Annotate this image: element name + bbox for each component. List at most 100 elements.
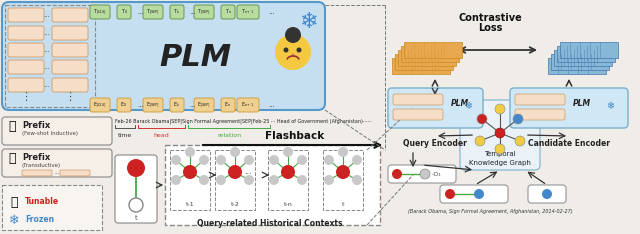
- Circle shape: [183, 165, 197, 179]
- Circle shape: [171, 155, 181, 165]
- Circle shape: [324, 175, 334, 185]
- Circle shape: [495, 104, 505, 114]
- Text: PLM: PLM: [573, 99, 591, 107]
- Circle shape: [297, 175, 307, 185]
- Text: E$_{[CLS]}$: E$_{[CLS]}$: [93, 100, 107, 110]
- Circle shape: [216, 155, 226, 165]
- FancyBboxPatch shape: [22, 170, 52, 176]
- Text: time: time: [118, 133, 132, 138]
- FancyBboxPatch shape: [90, 5, 110, 19]
- Circle shape: [244, 155, 254, 165]
- Text: E$_{[SEP]}$: E$_{[SEP]}$: [146, 100, 160, 110]
- Text: PLM: PLM: [451, 99, 469, 107]
- Bar: [268, 150, 308, 210]
- Text: 🔥: 🔥: [10, 197, 18, 209]
- Text: t-1: t-1: [186, 202, 195, 208]
- Text: Feb-26 Barack Obama|SEP|Sign Formal Agreement|SEP|Feb-25 ··· Head of Government : Feb-26 Barack Obama|SEP|Sign Formal Agre…: [115, 118, 372, 124]
- Bar: [2, 185, 102, 230]
- Text: E$_n$: E$_n$: [225, 101, 232, 110]
- Text: ⋮: ⋮: [20, 92, 31, 102]
- Text: ⋮: ⋮: [65, 92, 76, 102]
- Text: relation: relation: [217, 133, 241, 138]
- Circle shape: [495, 144, 505, 154]
- Circle shape: [129, 198, 143, 212]
- Text: T$_k$: T$_k$: [173, 7, 180, 16]
- Text: Flashback: Flashback: [266, 131, 324, 141]
- FancyBboxPatch shape: [170, 5, 184, 19]
- FancyBboxPatch shape: [237, 98, 259, 112]
- Text: Frozen: Frozen: [25, 215, 54, 223]
- Text: ❄: ❄: [9, 213, 19, 227]
- Text: ❄: ❄: [606, 101, 614, 111]
- Circle shape: [275, 34, 311, 70]
- Text: E$_{n+1}$: E$_{n+1}$: [241, 101, 255, 110]
- Text: head: head: [153, 133, 169, 138]
- Bar: [554, 50, 612, 66]
- FancyBboxPatch shape: [52, 43, 88, 57]
- Circle shape: [420, 169, 430, 179]
- Text: PLM: PLM: [159, 43, 231, 72]
- Circle shape: [445, 189, 455, 199]
- Bar: [395, 54, 453, 70]
- Text: Tunable: Tunable: [25, 197, 59, 206]
- Circle shape: [291, 54, 294, 56]
- Circle shape: [127, 159, 145, 177]
- Text: ...: ...: [269, 9, 275, 15]
- Circle shape: [324, 155, 334, 165]
- Circle shape: [474, 189, 484, 199]
- Text: ...: ...: [44, 12, 51, 18]
- FancyBboxPatch shape: [52, 8, 88, 22]
- Circle shape: [542, 189, 552, 199]
- Circle shape: [336, 165, 350, 179]
- Circle shape: [185, 147, 195, 157]
- Circle shape: [244, 175, 254, 185]
- Text: t: t: [134, 215, 138, 221]
- Circle shape: [495, 128, 505, 138]
- FancyBboxPatch shape: [143, 98, 163, 112]
- Text: ...: ...: [138, 9, 145, 15]
- Bar: [215, 150, 255, 210]
- FancyBboxPatch shape: [115, 155, 157, 223]
- Circle shape: [352, 155, 362, 165]
- Text: E$_0$: E$_0$: [120, 101, 127, 110]
- FancyBboxPatch shape: [60, 170, 90, 176]
- Text: T$_{[SEP]}$: T$_{[SEP]}$: [197, 7, 211, 17]
- FancyBboxPatch shape: [460, 100, 540, 170]
- Text: Candidate Encoder: Candidate Encoder: [528, 139, 610, 148]
- FancyBboxPatch shape: [2, 149, 112, 177]
- Bar: [551, 54, 609, 70]
- Bar: [5, 5, 95, 107]
- FancyBboxPatch shape: [237, 5, 259, 19]
- Text: T$_{n+1}$: T$_{n+1}$: [241, 7, 255, 16]
- Text: Prefix: Prefix: [22, 153, 51, 161]
- Bar: [557, 46, 615, 62]
- FancyBboxPatch shape: [194, 5, 214, 19]
- Text: ...: ...: [189, 9, 196, 15]
- Bar: [392, 58, 450, 74]
- Circle shape: [338, 147, 348, 157]
- FancyBboxPatch shape: [52, 78, 88, 92]
- Text: t: t: [342, 202, 344, 208]
- FancyBboxPatch shape: [2, 2, 325, 110]
- Text: ...: ...: [269, 102, 275, 108]
- Text: ...: ...: [44, 47, 51, 53]
- FancyBboxPatch shape: [388, 165, 456, 183]
- FancyBboxPatch shape: [515, 94, 565, 105]
- Circle shape: [392, 169, 402, 179]
- Text: E$_k$: E$_k$: [173, 101, 180, 110]
- FancyBboxPatch shape: [8, 43, 44, 57]
- Bar: [398, 50, 456, 66]
- Circle shape: [285, 27, 301, 43]
- Text: ...: ...: [44, 64, 51, 70]
- Circle shape: [515, 136, 525, 146]
- Bar: [404, 42, 462, 58]
- Circle shape: [283, 147, 293, 157]
- Circle shape: [269, 175, 279, 185]
- FancyBboxPatch shape: [117, 98, 131, 112]
- FancyBboxPatch shape: [221, 5, 235, 19]
- Text: ...: ...: [44, 82, 51, 88]
- Text: -O₁: -O₁: [432, 172, 442, 176]
- FancyBboxPatch shape: [528, 185, 566, 203]
- Circle shape: [281, 165, 295, 179]
- Text: t-n: t-n: [284, 202, 292, 208]
